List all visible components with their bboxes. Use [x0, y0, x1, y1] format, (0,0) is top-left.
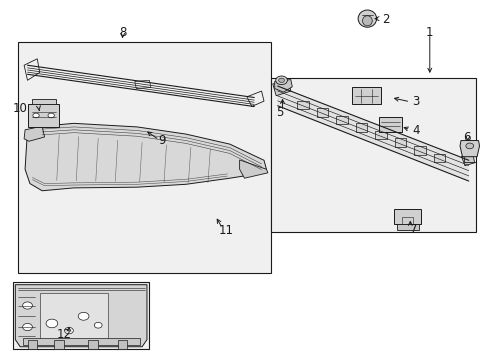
Circle shape — [78, 312, 89, 320]
Polygon shape — [40, 293, 108, 338]
Ellipse shape — [357, 10, 376, 27]
Circle shape — [22, 323, 32, 330]
Polygon shape — [378, 117, 402, 132]
Polygon shape — [394, 209, 420, 224]
Bar — [394, 139, 406, 147]
Polygon shape — [25, 123, 266, 191]
Text: 2: 2 — [382, 13, 389, 26]
Polygon shape — [24, 126, 44, 141]
Bar — [413, 146, 425, 154]
Polygon shape — [239, 160, 267, 178]
Polygon shape — [461, 153, 474, 166]
Polygon shape — [118, 339, 127, 348]
Polygon shape — [459, 140, 479, 157]
Polygon shape — [28, 104, 59, 127]
Polygon shape — [272, 80, 290, 96]
Circle shape — [33, 113, 39, 118]
Bar — [271, 78, 475, 232]
Bar — [433, 154, 445, 162]
Text: 11: 11 — [218, 224, 233, 238]
Polygon shape — [396, 224, 418, 230]
Circle shape — [278, 78, 284, 82]
Bar — [13, 282, 149, 348]
Circle shape — [275, 76, 287, 85]
Circle shape — [465, 143, 473, 149]
Polygon shape — [27, 339, 37, 348]
Bar — [297, 100, 308, 109]
Polygon shape — [54, 339, 64, 348]
Polygon shape — [351, 87, 380, 104]
Circle shape — [94, 322, 102, 328]
Circle shape — [22, 302, 32, 309]
Circle shape — [48, 113, 54, 118]
Polygon shape — [15, 285, 147, 347]
Polygon shape — [31, 99, 56, 104]
Polygon shape — [135, 80, 151, 89]
Polygon shape — [274, 80, 292, 92]
Text: 6: 6 — [462, 131, 469, 144]
Bar — [374, 131, 386, 139]
Polygon shape — [22, 338, 140, 345]
Text: 9: 9 — [158, 134, 165, 147]
Ellipse shape — [362, 16, 371, 26]
Bar — [18, 42, 271, 273]
Bar — [335, 116, 347, 124]
Polygon shape — [88, 339, 98, 348]
Text: 12: 12 — [57, 328, 71, 341]
Bar — [355, 123, 366, 132]
Circle shape — [46, 319, 58, 328]
Circle shape — [64, 327, 73, 334]
Text: 10: 10 — [13, 102, 28, 115]
Text: 1: 1 — [425, 27, 433, 40]
Text: 4: 4 — [411, 124, 419, 137]
Bar — [316, 108, 328, 117]
Text: 8: 8 — [119, 27, 126, 40]
Polygon shape — [277, 86, 468, 181]
Text: 3: 3 — [411, 95, 419, 108]
Polygon shape — [246, 91, 264, 107]
Text: 5: 5 — [275, 106, 283, 119]
Polygon shape — [24, 59, 40, 80]
Text: 7: 7 — [409, 223, 417, 236]
